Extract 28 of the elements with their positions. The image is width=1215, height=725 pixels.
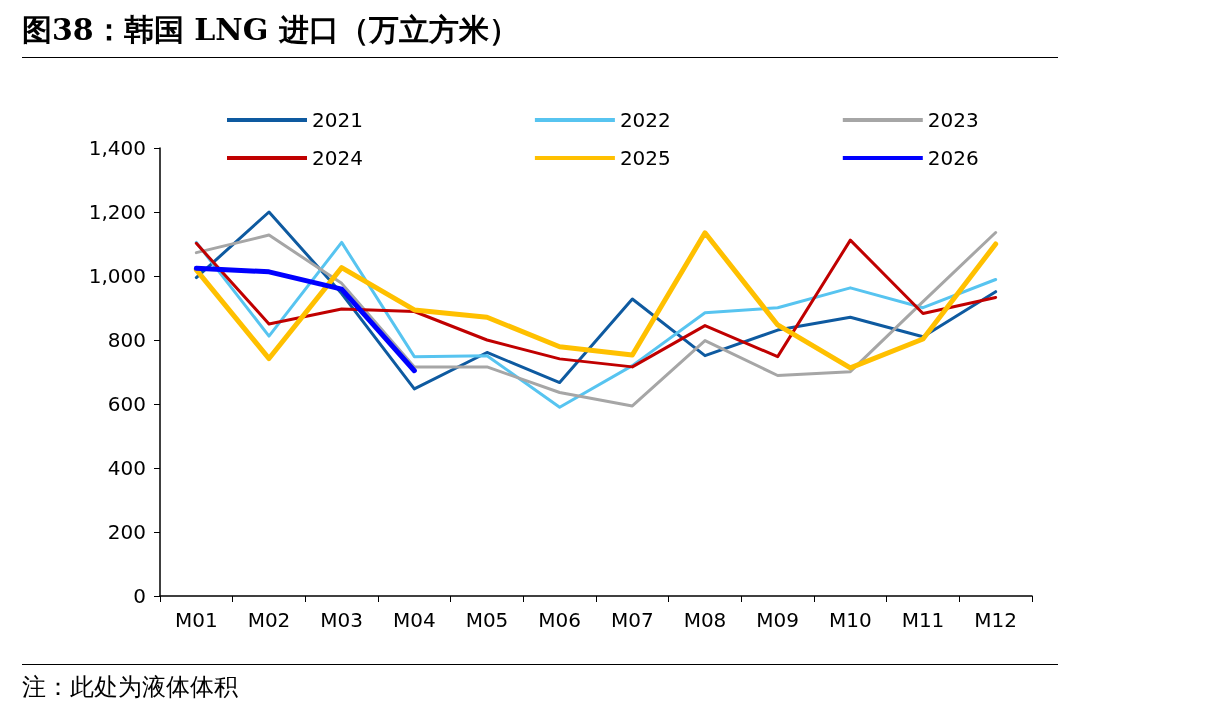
text: 注：此处为液体体积 <box>22 664 1058 703</box>
legend-label: 2022 <box>619 108 671 132</box>
y-tick-label: 1,000 <box>88 264 146 288</box>
legend-label: 2026 <box>927 146 979 170</box>
x-tick-label: M07 <box>610 608 654 632</box>
legend-label: 2025 <box>619 146 671 170</box>
y-tick-label: 1,400 <box>88 136 146 160</box>
y-tick-label: 600 <box>107 392 146 416</box>
y-tick-label: 200 <box>107 520 146 544</box>
y-tick-label: 1,200 <box>88 200 146 224</box>
y-tick-label: 400 <box>107 456 146 480</box>
x-tick-label: M04 <box>392 608 436 632</box>
x-tick-label: M08 <box>683 608 727 632</box>
chart-title: 图38：韩国 LNG 进口（万立方米） <box>22 10 1058 58</box>
x-tick-label: M03 <box>320 608 364 632</box>
x-tick-label: M01 <box>174 608 218 632</box>
legend-label: 2021 <box>312 108 363 132</box>
x-tick-label: M05 <box>465 608 509 632</box>
legend-label: 2024 <box>312 146 363 170</box>
x-tick-label: M10 <box>828 608 872 632</box>
x-tick-label: M02 <box>247 608 291 632</box>
y-tick-label: 800 <box>107 328 146 352</box>
x-tick-label: M09 <box>756 608 800 632</box>
y-tick-label: 0 <box>133 584 146 608</box>
x-tick-label: M06 <box>538 608 582 632</box>
x-tick-label: M11 <box>901 608 945 632</box>
x-tick-label: M12 <box>974 608 1018 632</box>
legend-label: 2023 <box>927 108 979 132</box>
